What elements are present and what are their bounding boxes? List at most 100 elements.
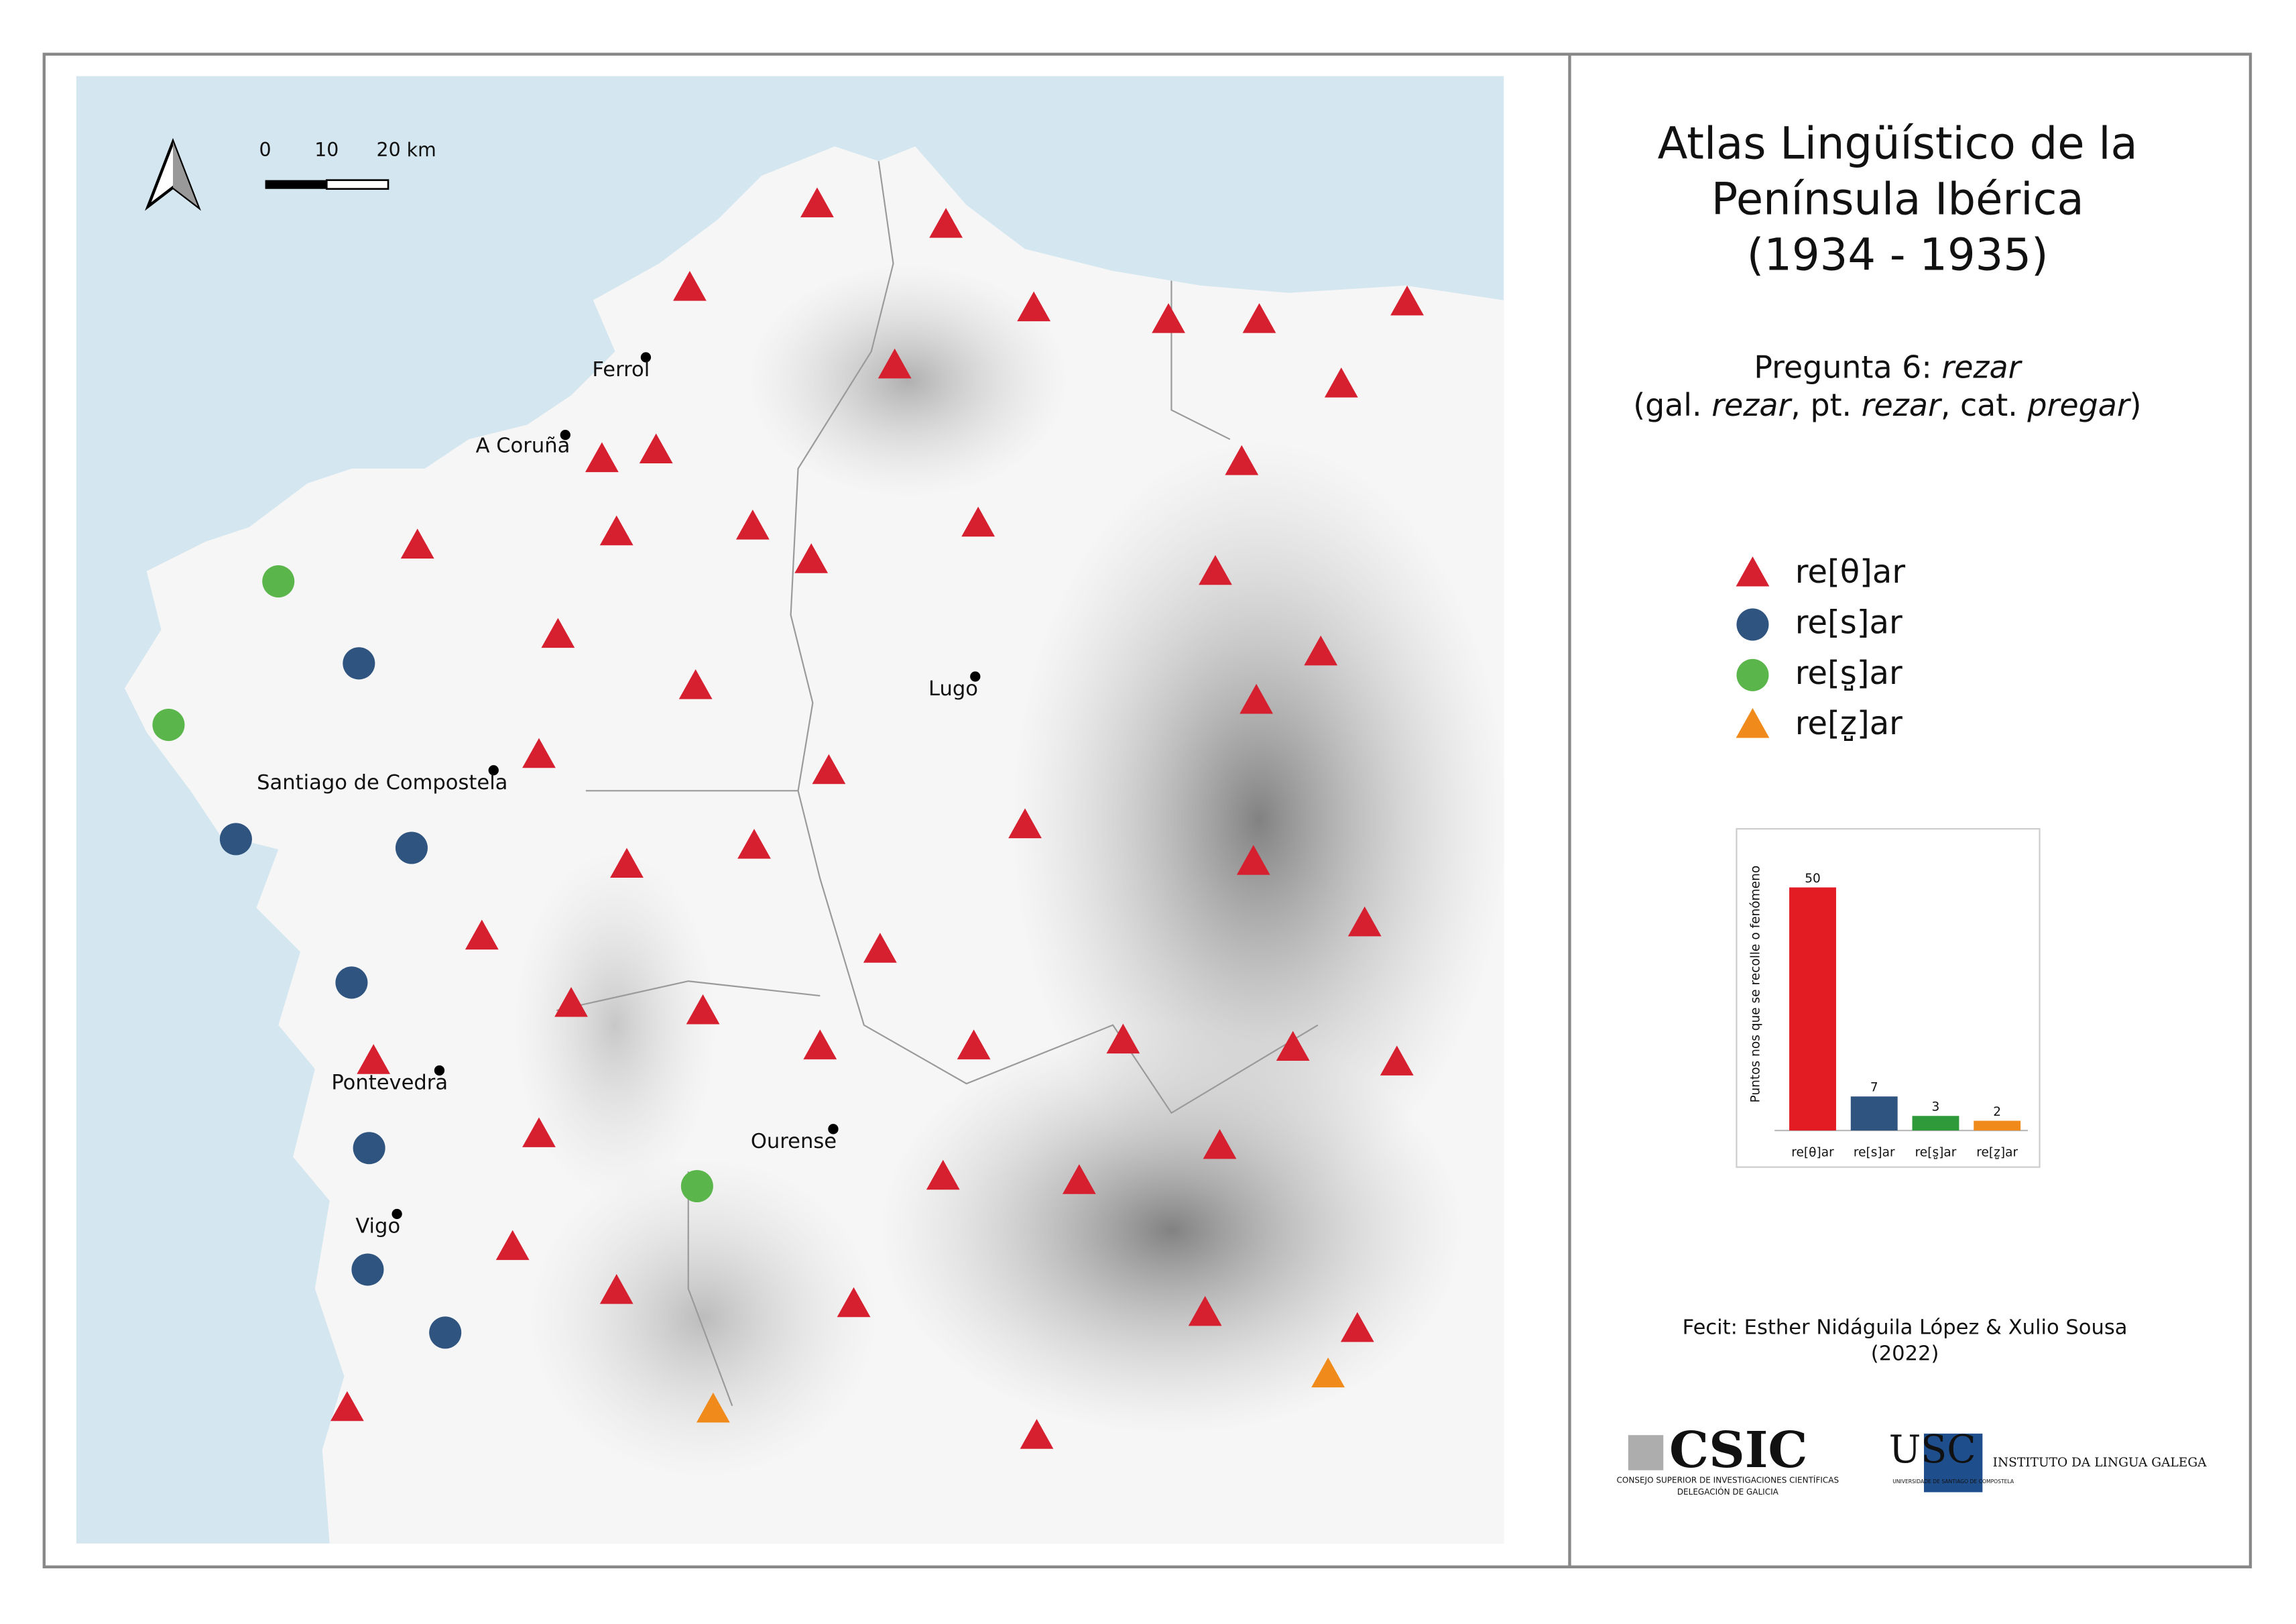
city-label: Pontevedra xyxy=(331,1071,448,1095)
survey-point xyxy=(465,919,499,950)
survey-point xyxy=(1311,1357,1345,1388)
bar xyxy=(1850,1096,1898,1131)
survey-point xyxy=(353,1132,385,1165)
survey-point xyxy=(219,823,252,856)
city-dot xyxy=(828,1124,839,1135)
survey-point xyxy=(1242,303,1276,333)
north-arrow xyxy=(145,137,201,211)
survey-point xyxy=(429,1316,462,1349)
city-dot xyxy=(560,429,570,441)
survey-point xyxy=(1062,1164,1096,1194)
survey-point xyxy=(1203,1128,1237,1159)
survey-point xyxy=(262,565,295,598)
title-line: Atlas Lingüístico de la xyxy=(1658,118,2138,169)
city-label: Ourense xyxy=(751,1130,837,1153)
value-label: 3 xyxy=(1932,1100,1940,1114)
title-line: Península Ibérica xyxy=(1711,174,2084,225)
survey-point xyxy=(1225,445,1259,475)
survey-point xyxy=(541,618,575,648)
scale-label: 0 xyxy=(259,139,271,161)
survey-point xyxy=(152,709,185,742)
survey-point xyxy=(357,1044,391,1074)
survey-point xyxy=(1276,1031,1310,1061)
scale-bar: 0 10 20 km xyxy=(259,139,436,190)
gloss-part: , pt. xyxy=(1791,387,1861,423)
survey-point xyxy=(837,1287,871,1318)
survey-point xyxy=(1020,1419,1054,1449)
survey-point xyxy=(395,831,428,864)
survey-point xyxy=(803,1029,837,1059)
survey-point xyxy=(1236,845,1270,875)
survey-point xyxy=(812,754,846,785)
csic-name: CONSEJO SUPERIOR DE INVESTIGACIONES CIEN… xyxy=(1617,1474,1839,1485)
csic-logo: CSIC xyxy=(1669,1420,1808,1479)
survey-point xyxy=(678,669,713,699)
question-part: rezar xyxy=(1941,349,2022,385)
survey-point xyxy=(599,515,633,546)
gloss-part: pregar xyxy=(2027,387,2131,423)
city-label: Santiago de Compostela xyxy=(257,771,507,795)
survey-point xyxy=(961,506,995,537)
bar xyxy=(1789,887,1836,1131)
legend-symbol xyxy=(1736,658,1769,691)
survey-point xyxy=(1240,683,1274,714)
survey-point xyxy=(1380,1045,1414,1076)
survey-point xyxy=(330,1391,364,1422)
survey-point xyxy=(335,966,368,999)
survey-point xyxy=(495,1230,530,1261)
survey-point xyxy=(926,1159,960,1190)
legend-symbol xyxy=(1736,608,1769,641)
survey-point xyxy=(610,848,644,878)
survey-point xyxy=(1106,1023,1140,1054)
survey-point xyxy=(1152,303,1185,333)
survey-point xyxy=(737,829,771,859)
gloss-part: rezar xyxy=(1862,387,1943,423)
title-line: (1934 - 1935) xyxy=(1747,229,2049,280)
survey-point xyxy=(1390,285,1424,316)
x-tick-label: re[s]ar xyxy=(1854,1145,1895,1159)
legend-symbol xyxy=(1736,707,1770,738)
question-part: Pregunta 6: xyxy=(1754,349,1941,385)
cities: Ferrol A Coruña Lugo Santiago de Compostela… xyxy=(257,352,981,1238)
x-tick-label: re[s̺]ar xyxy=(1915,1145,1957,1159)
legend-symbol xyxy=(1736,556,1770,587)
scale-label: 10 xyxy=(314,139,339,161)
survey-point xyxy=(554,986,588,1017)
value-label: 7 xyxy=(1870,1081,1878,1095)
scale-label: 20 km xyxy=(377,139,436,161)
value-label: 50 xyxy=(1805,872,1821,886)
survey-point xyxy=(863,933,897,963)
gloss-part: rezar xyxy=(1711,387,1793,423)
credit-line: (2022) xyxy=(1871,1342,1939,1366)
legend-label: re[θ]ar xyxy=(1795,553,1906,591)
survey-point xyxy=(686,994,720,1025)
survey-point xyxy=(929,208,963,238)
survey-point xyxy=(878,348,912,379)
city-dot xyxy=(434,1065,445,1076)
inset-chart: Puntos nos que se recolle o fenómeno 50 re… xyxy=(1748,866,2029,1159)
survey-point xyxy=(522,738,556,768)
survey-point xyxy=(599,1274,633,1304)
ilg-name: INSTITUTO DA LINGUA GALEGA xyxy=(1993,1456,2208,1470)
csic-delegation: DELEGACIÓN DE GALICIA xyxy=(1677,1487,1779,1497)
x-tick-label: re[z̺]ar xyxy=(1976,1145,2018,1159)
city-dot xyxy=(391,1208,402,1220)
survey-point xyxy=(794,543,829,573)
survey-point xyxy=(343,647,375,680)
city-dot xyxy=(970,671,981,682)
survey-point xyxy=(1340,1312,1374,1342)
city-label: Lugo xyxy=(928,677,978,701)
survey-point xyxy=(351,1253,384,1286)
city-dot xyxy=(488,765,499,776)
value-label: 2 xyxy=(1993,1105,2001,1119)
survey-point xyxy=(673,271,707,301)
legend-label: re[z̺]ar xyxy=(1795,705,1902,742)
survey-point xyxy=(735,510,770,540)
survey-point xyxy=(800,187,834,218)
survey-point xyxy=(585,442,619,473)
city-label: A Coruña xyxy=(476,434,570,458)
gloss-part: , cat. xyxy=(1941,387,2028,423)
